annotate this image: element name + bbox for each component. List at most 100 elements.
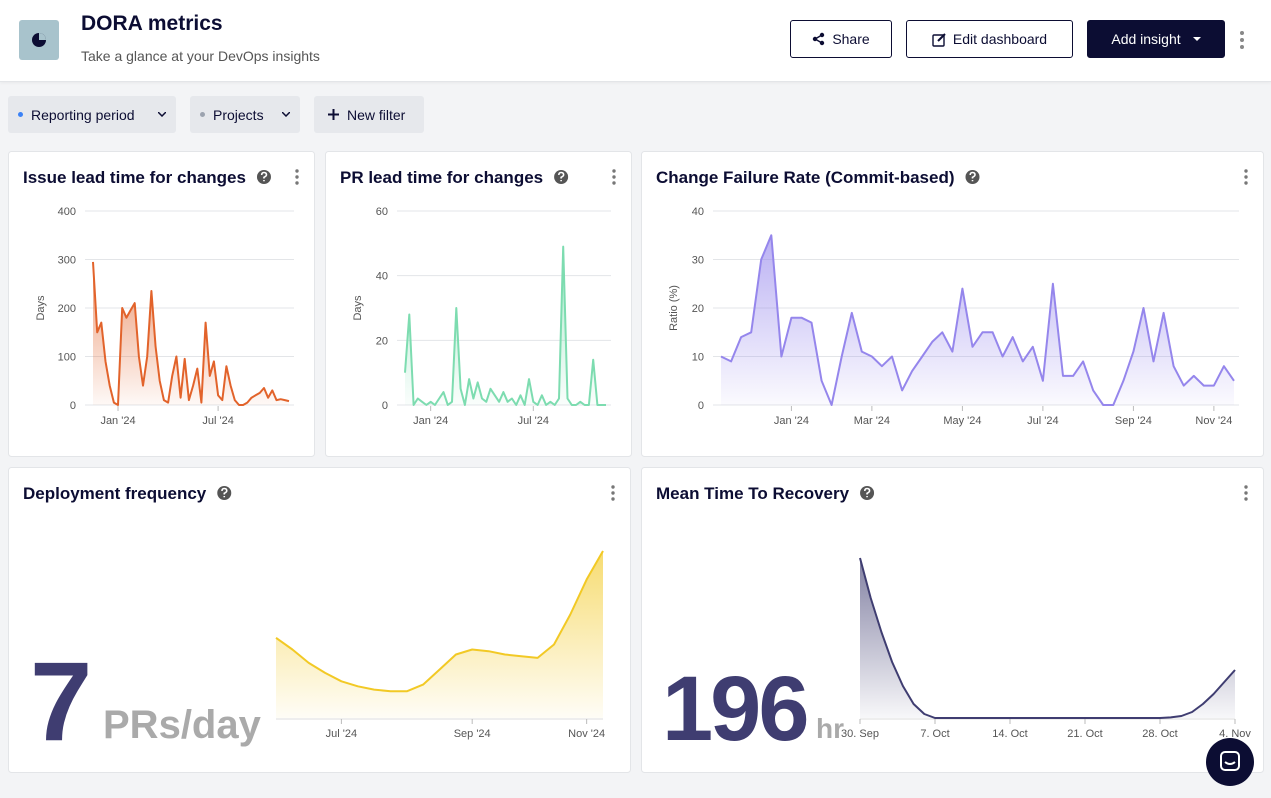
unit-label: PRs/day (103, 703, 262, 747)
subtitle: Take a glance at your DevOps insights (81, 48, 320, 64)
card (641, 467, 1264, 773)
header: DORA metrics Take a glance at your DevOp… (0, 0, 1271, 82)
x-tick-label: 14. Oct (992, 728, 1027, 740)
share-button[interactable]: Share (790, 20, 892, 58)
line (275, 550, 604, 693)
card-menu-dot (295, 181, 299, 185)
card-menu-dot (1244, 175, 1248, 179)
x-tick-label: 28. Oct (1142, 728, 1177, 740)
y-axis-label: Days (352, 295, 364, 321)
card-title: Mean Time To Recovery (656, 484, 850, 503)
area-fill (276, 551, 603, 718)
filter-label: Projects (213, 106, 264, 123)
y-tick-label: 0 (70, 400, 76, 412)
edit-label: Edit dashboard (952, 31, 1048, 47)
add-insight-button[interactable]: Add insight (1087, 20, 1225, 58)
card-menu-dot (295, 175, 299, 179)
card-menu-dot (1244, 181, 1248, 185)
edit-button[interactable]: Edit dashboard (906, 20, 1073, 58)
x-tick-label: Nov '24 (1195, 415, 1232, 427)
title: DORA metrics (81, 12, 223, 35)
card (641, 151, 1264, 457)
line (404, 245, 606, 406)
new-filter-button[interactable]: New filter (314, 96, 424, 133)
y-tick-label: 0 (382, 400, 388, 412)
x-tick-label: Nov '24 (568, 728, 605, 740)
x-tick-label: May '24 (943, 415, 981, 427)
card-menu-dot (612, 169, 616, 173)
card (8, 467, 631, 773)
card-menu-dot (611, 491, 615, 495)
x-tick-label: Sep '24 (454, 728, 491, 740)
y-tick-label: 400 (58, 206, 76, 218)
filter-projects[interactable]: Projects (190, 96, 300, 133)
line (720, 234, 1235, 406)
x-tick-label: Jan '24 (774, 415, 809, 427)
area-fill (860, 558, 1235, 718)
y-tick-label: 10 (692, 352, 704, 364)
y-tick-label: 20 (692, 303, 704, 315)
card-menu-dot (1244, 491, 1248, 495)
card-menu-dot (612, 175, 616, 179)
filter-label: New filter (347, 106, 406, 123)
y-axis-label: Days (35, 295, 47, 321)
filter-label: Reporting period (31, 106, 135, 123)
unit-label: hr (816, 713, 844, 744)
more-menu[interactable] (1238, 30, 1246, 50)
area-fill (721, 235, 1234, 405)
x-tick-label: 4. Nov (1219, 728, 1251, 740)
help-glyph (969, 171, 976, 182)
x-tick-label: Mar '24 (854, 415, 890, 427)
card-menu-dot (1244, 497, 1248, 501)
card-title: PR lead time for changes (340, 168, 543, 187)
help-glyph (863, 487, 871, 498)
y-tick-label: 0 (698, 400, 704, 412)
x-tick-label: 21. Oct (1067, 728, 1102, 740)
y-tick-label: 200 (58, 303, 76, 315)
help-glyph (221, 487, 228, 498)
y-tick-label: 100 (58, 352, 76, 364)
x-tick-label: Jul '24 (518, 415, 549, 427)
card-title: Issue lead time for changes (23, 168, 246, 187)
card-title: Change Failure Rate (Commit-based) (656, 168, 955, 187)
y-tick-label: 20 (376, 335, 388, 347)
y-axis-label: Ratio (%) (668, 285, 680, 331)
area-fill (405, 246, 606, 405)
big-number: 196 (662, 658, 807, 760)
card-menu-dot (611, 485, 615, 489)
card-menu-dot (1244, 485, 1248, 489)
y-tick-label: 300 (58, 255, 76, 267)
share-label: Share (832, 31, 870, 47)
x-tick-label: Jul '24 (326, 728, 357, 740)
card (325, 151, 632, 457)
y-tick-label: 30 (692, 255, 704, 267)
chat-button[interactable] (1206, 738, 1254, 786)
x-tick-label: Jul '24 (202, 415, 233, 427)
card-menu-dot (611, 497, 615, 501)
card-menu-dot (295, 169, 299, 173)
x-tick-label: Jan '24 (100, 415, 135, 427)
x-tick-label: Sep '24 (1115, 415, 1152, 427)
big-number: 7 (30, 639, 89, 764)
add-insight-label: Add insight (1111, 31, 1181, 47)
line (92, 261, 290, 406)
line (859, 557, 1236, 719)
card-menu-dot (612, 181, 616, 185)
card-title: Deployment frequency (23, 484, 207, 503)
y-tick-label: 40 (376, 271, 388, 283)
x-tick-label: 7. Oct (920, 728, 949, 740)
y-tick-label: 40 (692, 206, 704, 218)
filter-reporting-period[interactable]: Reporting period (8, 96, 176, 133)
help-glyph (558, 171, 565, 182)
y-tick-label: 60 (376, 206, 388, 218)
x-tick-label: Jul '24 (1027, 415, 1058, 427)
x-tick-label: 30. Sep (841, 728, 879, 740)
help-glyph (260, 171, 268, 182)
x-tick-label: Jan '24 (413, 415, 448, 427)
dashboard-icon (19, 20, 59, 60)
area-fill (93, 261, 289, 405)
card-menu-dot (1244, 169, 1248, 173)
card (8, 151, 315, 457)
